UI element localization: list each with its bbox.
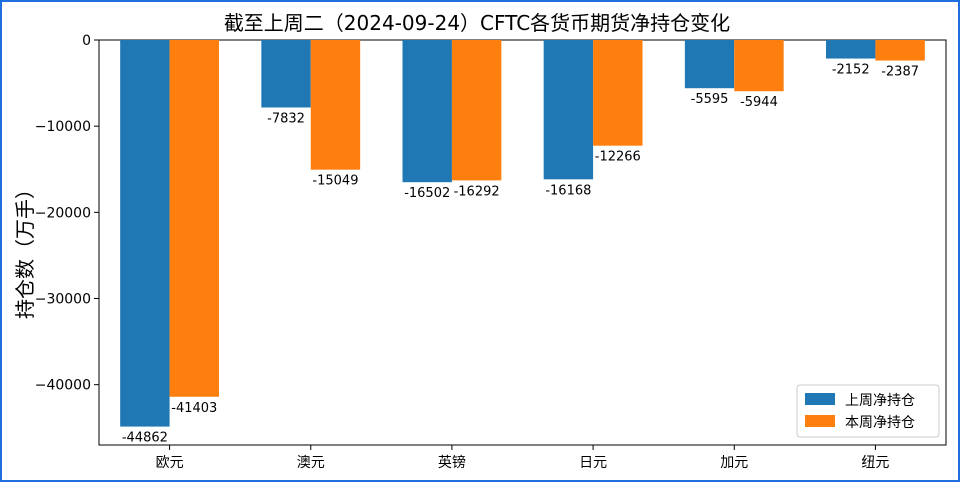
bar-value-label: -7832 — [267, 111, 305, 126]
legend-swatch — [805, 393, 835, 405]
bar-value-label: -2152 — [832, 63, 870, 78]
axes: 0 −10000 −20000 −30000 −40000 欧元 澳元 英镑 日元 加元 纽元 — [35, 33, 947, 471]
y-tick-label: −20000 — [35, 205, 91, 221]
y-tick-label: −40000 — [35, 378, 91, 394]
legend-label: 上周净持仓 — [845, 393, 915, 409]
data-labels: -44862-41403 -7832 -15049 -16502 -16292 -1616… — [122, 63, 919, 446]
bar-value-label: -41403 — [171, 401, 217, 416]
bar — [826, 40, 876, 59]
bars — [120, 40, 925, 427]
bar — [402, 40, 452, 183]
bar — [734, 40, 784, 92]
bar-value-label: -2387 — [881, 65, 919, 80]
bar — [310, 40, 361, 170]
plot-area — [98, 39, 947, 446]
bar-value-label: -12266 — [595, 150, 641, 165]
bar-value-label: -5595 — [691, 92, 729, 107]
y-axis-label: 持仓数（万手） — [13, 179, 37, 319]
bar — [169, 40, 219, 397]
x-tick-label: 纽元 — [861, 455, 889, 471]
bar-value-label: -16168 — [545, 183, 591, 198]
y-tick-label: 0 — [82, 33, 91, 49]
bar — [593, 40, 643, 146]
chart-title: 截至上周二（2024-09-24）CFTC各货币期货净持仓变化 — [224, 11, 730, 35]
x-tick-label: 日元 — [579, 455, 607, 471]
x-tick-label: 加元 — [720, 455, 748, 471]
bar-value-label: -16502 — [404, 186, 450, 201]
bar — [261, 40, 311, 108]
y-tick-label: −30000 — [35, 292, 91, 308]
bar — [451, 40, 502, 181]
x-tick-label: 英镑 — [438, 454, 466, 471]
bar-value-label: -44862 — [122, 431, 168, 446]
bar — [875, 40, 925, 61]
x-tick-label: 澳元 — [297, 455, 325, 471]
y-tick-label: −10000 — [35, 119, 91, 135]
bar — [120, 40, 170, 427]
bar-value-label: -5944 — [740, 95, 778, 110]
legend-swatch — [805, 415, 835, 427]
bar — [684, 40, 735, 89]
bar-value-label: -16292 — [454, 184, 500, 199]
bar-value-label: -15049 — [312, 174, 358, 189]
x-tick-label: 欧元 — [156, 455, 184, 471]
bar — [543, 40, 594, 180]
legend-label: 本周净持仓 — [845, 415, 915, 431]
